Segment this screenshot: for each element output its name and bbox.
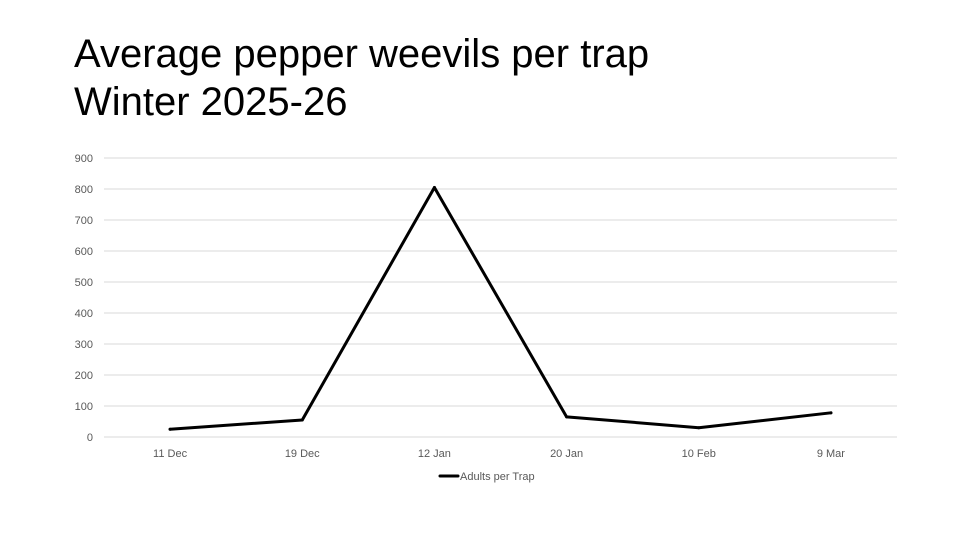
chart-title: Average pepper weevils per trap Winter 2…: [74, 30, 649, 126]
legend: Adults per Trap: [438, 471, 535, 483]
data-point: [565, 415, 569, 419]
subtitle-line: Winter 2025-26: [74, 80, 348, 124]
data-point: [168, 427, 172, 431]
y-tick-label: 0: [87, 432, 93, 444]
y-tick-label: 100: [75, 401, 93, 413]
data-point: [300, 418, 304, 422]
y-tick-label: 800: [75, 184, 93, 196]
y-tick-label: 700: [75, 215, 93, 227]
x-axis: 11 Dec 19 Dec 12 Jan 20 Jan 10 Feb 9 Mar: [153, 448, 845, 460]
x-tick-label: 20 Jan: [550, 448, 583, 460]
x-tick-label: 9 Mar: [817, 448, 845, 460]
gridlines: [104, 157, 897, 438]
y-tick-label: 500: [75, 277, 93, 289]
y-tick-label: 900: [75, 153, 93, 165]
series-line: [168, 185, 833, 431]
legend-label: Adults per Trap: [460, 471, 535, 483]
data-point: [432, 185, 436, 189]
y-axis: 0 100 200 300 400 500 600 700 800 900: [75, 153, 93, 444]
title-line: Average pepper weevils per trap: [74, 32, 650, 76]
data-point: [829, 411, 833, 415]
y-tick-label: 300: [75, 339, 93, 351]
x-tick-label: 19 Dec: [285, 448, 320, 460]
x-tick-label: 12 Jan: [418, 448, 451, 460]
x-tick-label: 10 Feb: [682, 448, 716, 460]
y-tick-label: 600: [75, 246, 93, 258]
x-tick-label: 11 Dec: [153, 448, 188, 460]
y-tick-label: 200: [75, 370, 93, 382]
data-point: [697, 426, 701, 430]
y-tick-label: 400: [75, 308, 93, 320]
series-group: [168, 185, 833, 431]
